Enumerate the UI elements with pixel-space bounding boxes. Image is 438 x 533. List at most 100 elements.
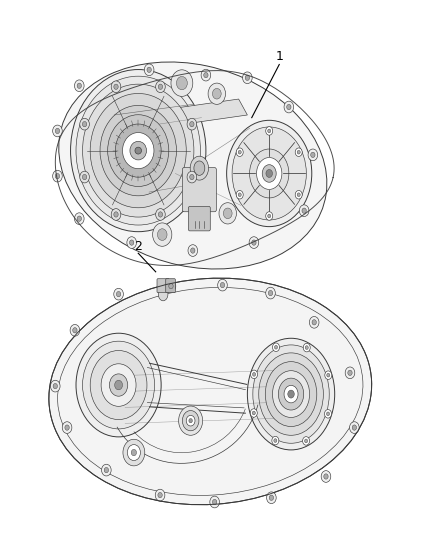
Ellipse shape: [201, 69, 211, 81]
Ellipse shape: [272, 437, 279, 445]
Text: 2: 2: [134, 240, 142, 253]
Ellipse shape: [157, 229, 167, 240]
Ellipse shape: [250, 409, 257, 417]
Ellipse shape: [305, 346, 308, 350]
Ellipse shape: [123, 133, 154, 168]
Ellipse shape: [251, 370, 258, 378]
Ellipse shape: [147, 67, 151, 72]
FancyBboxPatch shape: [166, 279, 175, 293]
Ellipse shape: [74, 80, 84, 92]
Ellipse shape: [247, 338, 335, 450]
Ellipse shape: [59, 62, 327, 269]
Ellipse shape: [190, 122, 194, 127]
Ellipse shape: [238, 193, 241, 197]
Ellipse shape: [76, 333, 161, 437]
Ellipse shape: [232, 127, 306, 220]
Ellipse shape: [152, 223, 172, 246]
Ellipse shape: [115, 380, 123, 390]
Ellipse shape: [253, 373, 256, 376]
Ellipse shape: [252, 411, 255, 415]
FancyBboxPatch shape: [188, 206, 210, 231]
Ellipse shape: [311, 152, 315, 158]
Ellipse shape: [220, 282, 225, 288]
Ellipse shape: [145, 64, 154, 76]
Ellipse shape: [80, 118, 89, 130]
Ellipse shape: [226, 120, 312, 227]
Ellipse shape: [90, 93, 186, 208]
Ellipse shape: [190, 156, 208, 180]
Ellipse shape: [297, 193, 300, 197]
Ellipse shape: [208, 83, 226, 104]
Ellipse shape: [269, 495, 274, 500]
Ellipse shape: [259, 353, 323, 435]
Ellipse shape: [186, 415, 195, 426]
Ellipse shape: [303, 343, 310, 352]
Ellipse shape: [324, 474, 328, 479]
Ellipse shape: [82, 122, 87, 127]
Ellipse shape: [73, 328, 77, 333]
Ellipse shape: [327, 373, 330, 377]
Ellipse shape: [76, 76, 201, 225]
Ellipse shape: [62, 422, 72, 433]
Ellipse shape: [53, 170, 62, 182]
Ellipse shape: [194, 161, 205, 175]
Ellipse shape: [257, 158, 282, 189]
Ellipse shape: [302, 208, 306, 213]
Ellipse shape: [135, 147, 141, 154]
Ellipse shape: [90, 351, 147, 419]
FancyBboxPatch shape: [182, 167, 216, 212]
Ellipse shape: [268, 214, 271, 218]
Ellipse shape: [123, 439, 145, 466]
Ellipse shape: [266, 287, 276, 299]
Ellipse shape: [53, 383, 57, 389]
Text: 1: 1: [276, 50, 283, 63]
Ellipse shape: [55, 173, 60, 179]
Ellipse shape: [212, 499, 217, 505]
Ellipse shape: [114, 212, 118, 217]
Ellipse shape: [295, 148, 302, 157]
Ellipse shape: [127, 237, 137, 248]
Ellipse shape: [223, 208, 232, 219]
Ellipse shape: [252, 240, 256, 245]
Ellipse shape: [82, 341, 155, 429]
Ellipse shape: [65, 425, 69, 430]
Ellipse shape: [250, 149, 289, 198]
Ellipse shape: [114, 84, 118, 90]
Ellipse shape: [295, 190, 302, 199]
Ellipse shape: [204, 72, 208, 78]
Ellipse shape: [111, 208, 121, 220]
Ellipse shape: [77, 83, 81, 88]
Ellipse shape: [187, 118, 197, 130]
Ellipse shape: [284, 385, 298, 403]
Ellipse shape: [158, 84, 162, 90]
Ellipse shape: [130, 240, 134, 245]
Ellipse shape: [352, 425, 357, 430]
Ellipse shape: [288, 390, 294, 398]
Ellipse shape: [50, 380, 60, 392]
Ellipse shape: [179, 406, 203, 435]
Ellipse shape: [267, 492, 276, 504]
Ellipse shape: [74, 213, 84, 224]
Ellipse shape: [77, 216, 81, 221]
Ellipse shape: [82, 174, 87, 180]
Ellipse shape: [53, 125, 62, 137]
Ellipse shape: [253, 345, 329, 443]
Ellipse shape: [345, 367, 355, 378]
Ellipse shape: [272, 370, 310, 417]
Ellipse shape: [182, 410, 199, 431]
Ellipse shape: [218, 279, 227, 291]
Ellipse shape: [279, 378, 304, 410]
Ellipse shape: [245, 75, 250, 80]
Ellipse shape: [268, 129, 271, 133]
Ellipse shape: [111, 81, 121, 93]
Ellipse shape: [308, 149, 318, 161]
Ellipse shape: [321, 471, 331, 482]
Ellipse shape: [265, 362, 317, 426]
Ellipse shape: [275, 345, 278, 349]
Ellipse shape: [326, 412, 329, 416]
Ellipse shape: [100, 106, 177, 196]
Ellipse shape: [299, 205, 309, 216]
Ellipse shape: [188, 245, 198, 256]
Ellipse shape: [171, 70, 193, 96]
Ellipse shape: [210, 496, 219, 508]
